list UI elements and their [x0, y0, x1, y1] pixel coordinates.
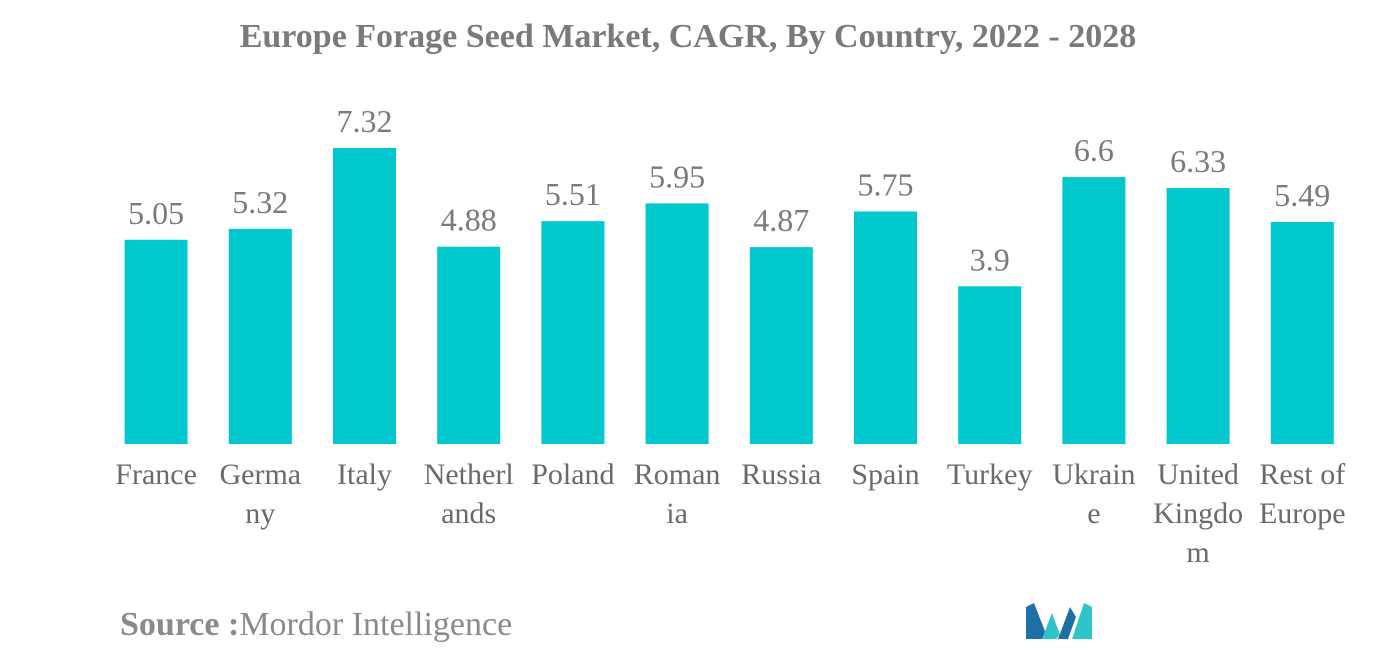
x-tick-label: Rest of Europe	[1259, 458, 1346, 530]
x-tick-label: Spain	[851, 458, 919, 491]
logo-shape-right-a	[1058, 607, 1076, 639]
bar-france	[124, 239, 188, 444]
mordor-intelligence-logo-icon	[1026, 603, 1092, 639]
bar-spain	[854, 211, 917, 444]
data-label: 4.88	[441, 202, 497, 238]
bar-romania	[645, 203, 709, 444]
data-label: 6.6	[1074, 132, 1114, 168]
data-label: 6.33	[1170, 143, 1226, 179]
chart-title: Europe Forage Seed Market, CAGR, By Coun…	[239, 18, 1137, 55]
x-tick-label: Ukrain e	[1052, 458, 1135, 530]
bar-united-kingdom	[1166, 188, 1230, 444]
bar-poland	[541, 221, 605, 444]
x-tick-label: United Kingdo m	[1153, 458, 1243, 569]
x-tick-label: Turkey	[947, 458, 1033, 491]
data-label: 5.32	[232, 184, 288, 220]
data-label: 3.9	[970, 241, 1010, 277]
source-line: Source :Mordor Intelligence	[120, 606, 512, 644]
x-tick-label: Italy	[337, 458, 392, 491]
data-label: 5.49	[1274, 177, 1330, 213]
bar-turkey	[958, 286, 1022, 444]
logo-shape-left	[1026, 603, 1048, 639]
bar-italy	[333, 148, 396, 444]
data-label: 4.87	[753, 202, 809, 238]
bar-rest-of-europe	[1270, 222, 1334, 444]
data-label: 7.32	[337, 103, 393, 139]
bar-germany	[228, 228, 292, 444]
logo-shape-mid	[1042, 613, 1060, 639]
x-tick-label: Poland	[531, 458, 614, 491]
x-tick-label: Germa ny	[219, 458, 301, 530]
source-label: Source :	[120, 606, 240, 643]
data-label: 5.05	[128, 195, 184, 231]
x-tick-label: Russia	[741, 458, 821, 491]
data-label: 5.51	[545, 176, 601, 212]
x-tick-label: Roman ia	[634, 458, 721, 530]
data-label: 5.95	[649, 158, 705, 194]
logo-shape-right-b	[1072, 603, 1092, 639]
bar-ukraine	[1062, 177, 1126, 444]
bar-russia	[749, 247, 813, 444]
source-text: Mordor Intelligence	[239, 606, 513, 643]
data-label: 5.75	[858, 167, 914, 203]
bar-netherlands	[437, 246, 501, 444]
x-tick-label: Netherl ands	[424, 458, 514, 530]
bar-chart: 5.05 France 5.32 Germa ny 7.32 Italy 4.88 Nether…	[115, 103, 1346, 569]
x-tick-label: France	[115, 458, 197, 491]
